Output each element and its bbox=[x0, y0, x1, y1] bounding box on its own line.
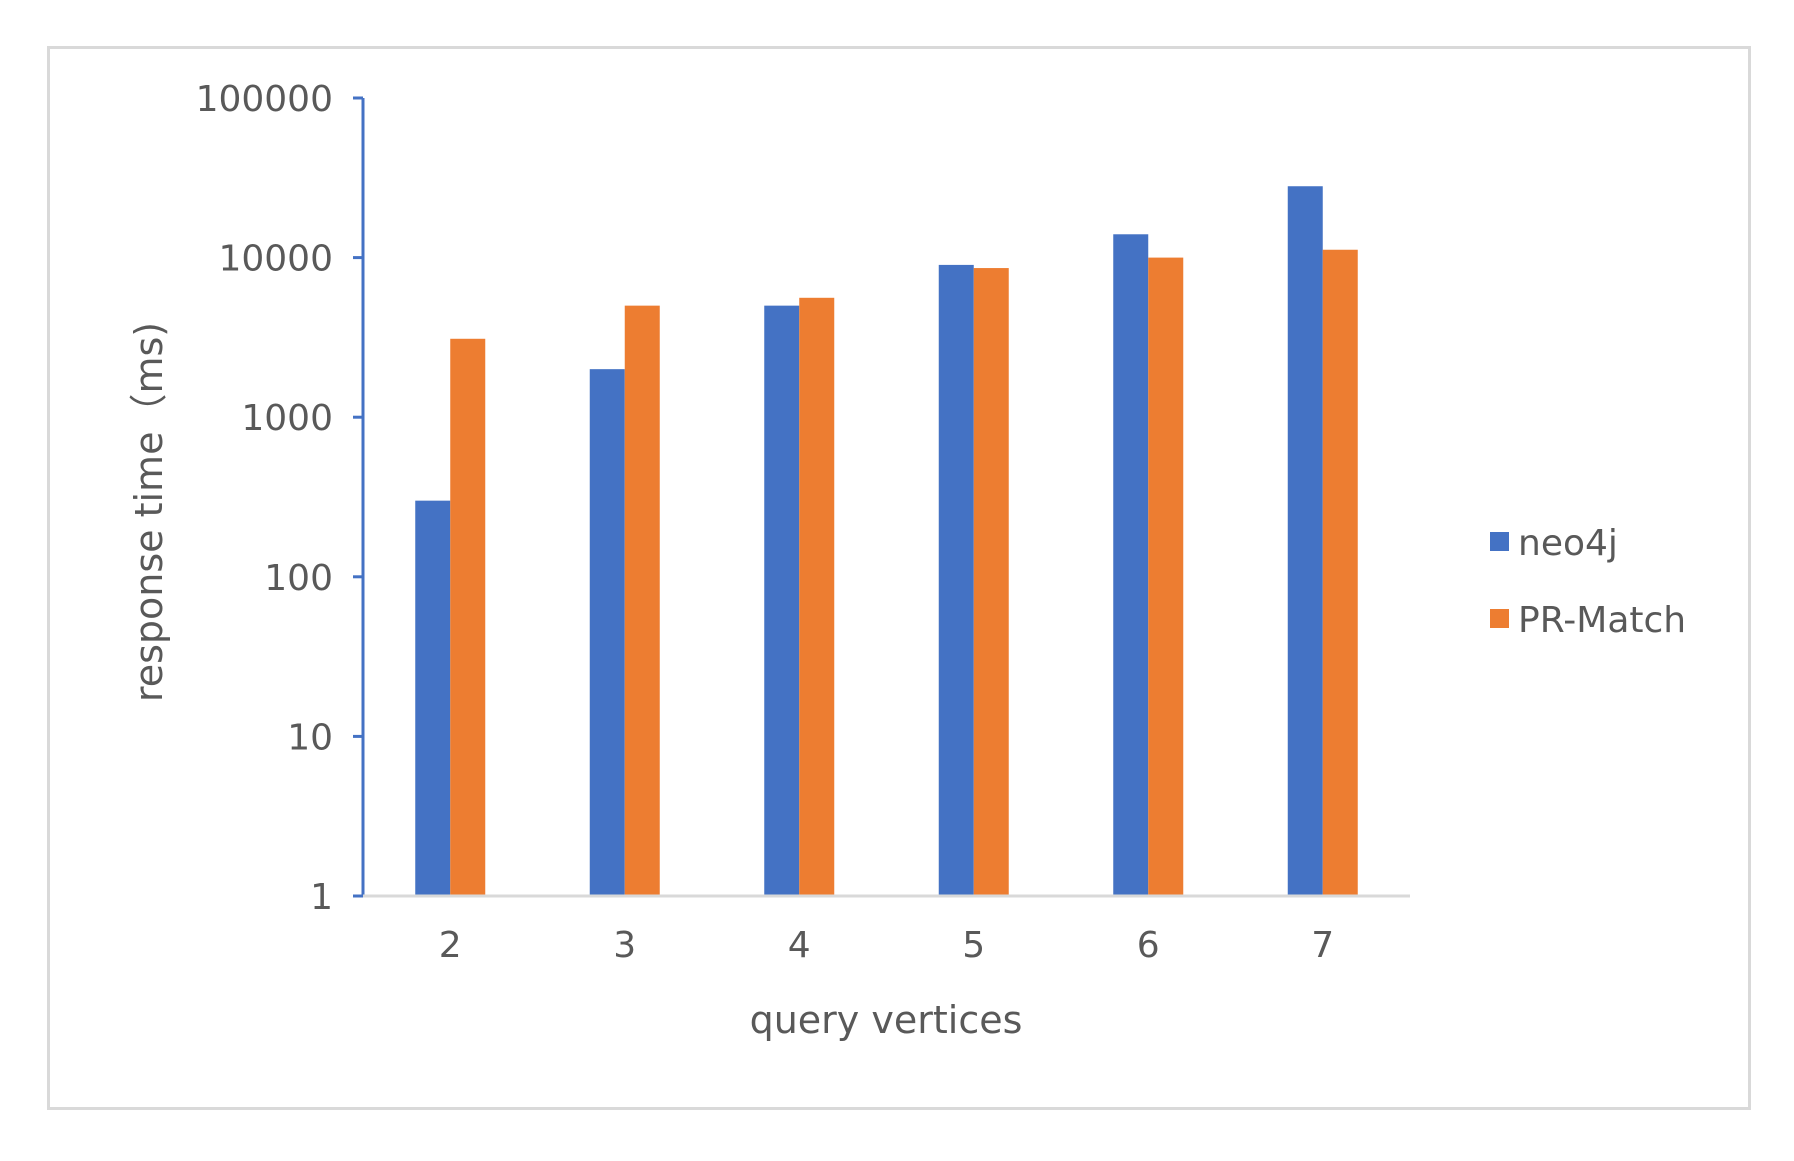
bar-pr-match-2 bbox=[450, 338, 486, 896]
bar-pr-match-7 bbox=[1322, 249, 1358, 896]
y-tick-label: 1000 bbox=[241, 398, 333, 439]
x-tick-label: 3 bbox=[613, 925, 636, 966]
x-tick-label: 2 bbox=[439, 925, 462, 966]
bar-neo4j-7 bbox=[1287, 186, 1323, 896]
x-tick-label: 7 bbox=[1311, 925, 1334, 966]
bar-neo4j-5 bbox=[938, 264, 974, 896]
axes-group bbox=[361, 98, 1410, 898]
x-tick-label: 5 bbox=[962, 925, 985, 966]
bar-pr-match-5 bbox=[973, 268, 1009, 896]
bar-pr-match-6 bbox=[1148, 257, 1184, 897]
x-ticks-group: 2 3 4 5 6 7 bbox=[439, 925, 1334, 966]
bar-neo4j-3 bbox=[589, 369, 625, 896]
legend-swatch-pr-match bbox=[1490, 609, 1509, 628]
bars-group bbox=[415, 186, 1358, 897]
y-tick-label: 100000 bbox=[196, 79, 333, 120]
x-tick-label: 4 bbox=[788, 925, 811, 966]
legend-swatch-neo4j bbox=[1490, 532, 1509, 551]
bar-neo4j-4 bbox=[764, 305, 800, 896]
bar-neo4j-2 bbox=[415, 500, 451, 896]
bar-pr-match-4 bbox=[799, 297, 835, 896]
y-tick-label: 10 bbox=[287, 717, 333, 758]
legend: neo4j PR-Match bbox=[1490, 523, 1686, 641]
y-axis-title: response time（ms) bbox=[127, 322, 171, 702]
x-tick-label: 6 bbox=[1137, 925, 1160, 966]
y-tick-label: 100 bbox=[264, 558, 333, 599]
x-axis-title: query vertices bbox=[750, 998, 1023, 1042]
y-tick-label: 1 bbox=[310, 877, 333, 918]
bar-neo4j-6 bbox=[1113, 234, 1149, 897]
bar-pr-match-3 bbox=[624, 305, 660, 896]
y-ticks-group: 1 10 100 1000 10000 100000 bbox=[196, 79, 363, 918]
legend-label: neo4j bbox=[1518, 523, 1618, 564]
chart-frame bbox=[47, 46, 1751, 1110]
legend-label: PR-Match bbox=[1518, 600, 1686, 641]
y-tick-label: 10000 bbox=[218, 239, 333, 280]
